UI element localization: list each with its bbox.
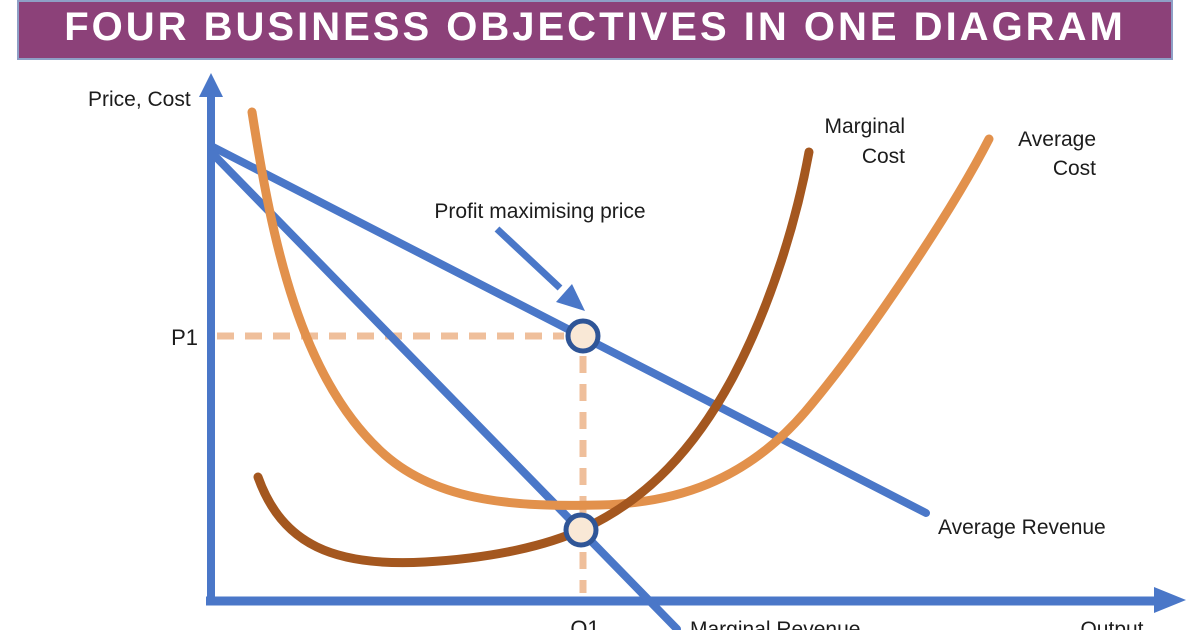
y-axis-arrowhead-icon xyxy=(199,73,223,97)
title-banner: FOUR BUSINESS OBJECTIVES IN ONE DIAGRAM xyxy=(17,0,1173,60)
x-axis-arrowhead-icon xyxy=(1154,587,1186,613)
average-cost-label-line2: Cost xyxy=(1053,157,1096,180)
p1-label: P1 xyxy=(171,325,198,350)
marginal-cost-label: Marginal xyxy=(824,115,905,138)
average-revenue-label: Average Revenue xyxy=(938,516,1106,539)
marginal-cost-label-line2: Cost xyxy=(862,145,905,168)
y-axis-label: Price, Cost xyxy=(88,88,191,111)
marginal-revenue-label: Marginal Revenue xyxy=(690,618,860,630)
x-axis-label: Output xyxy=(1080,618,1143,630)
page-title: FOUR BUSINESS OBJECTIVES IN ONE DIAGRAM xyxy=(64,5,1126,49)
q1-label: Q1 xyxy=(570,616,599,630)
annotation-label: Profit maximising price xyxy=(434,200,645,223)
average-cost-curve xyxy=(247,107,994,510)
annotation-arrowhead-icon xyxy=(556,284,585,311)
profit-max-price-marker xyxy=(565,318,601,354)
marginal-revenue-line xyxy=(209,150,681,630)
annotation-arrow xyxy=(494,226,563,291)
average-cost-label: Average xyxy=(1018,128,1096,151)
mc-mr-intersection-marker xyxy=(563,512,599,548)
